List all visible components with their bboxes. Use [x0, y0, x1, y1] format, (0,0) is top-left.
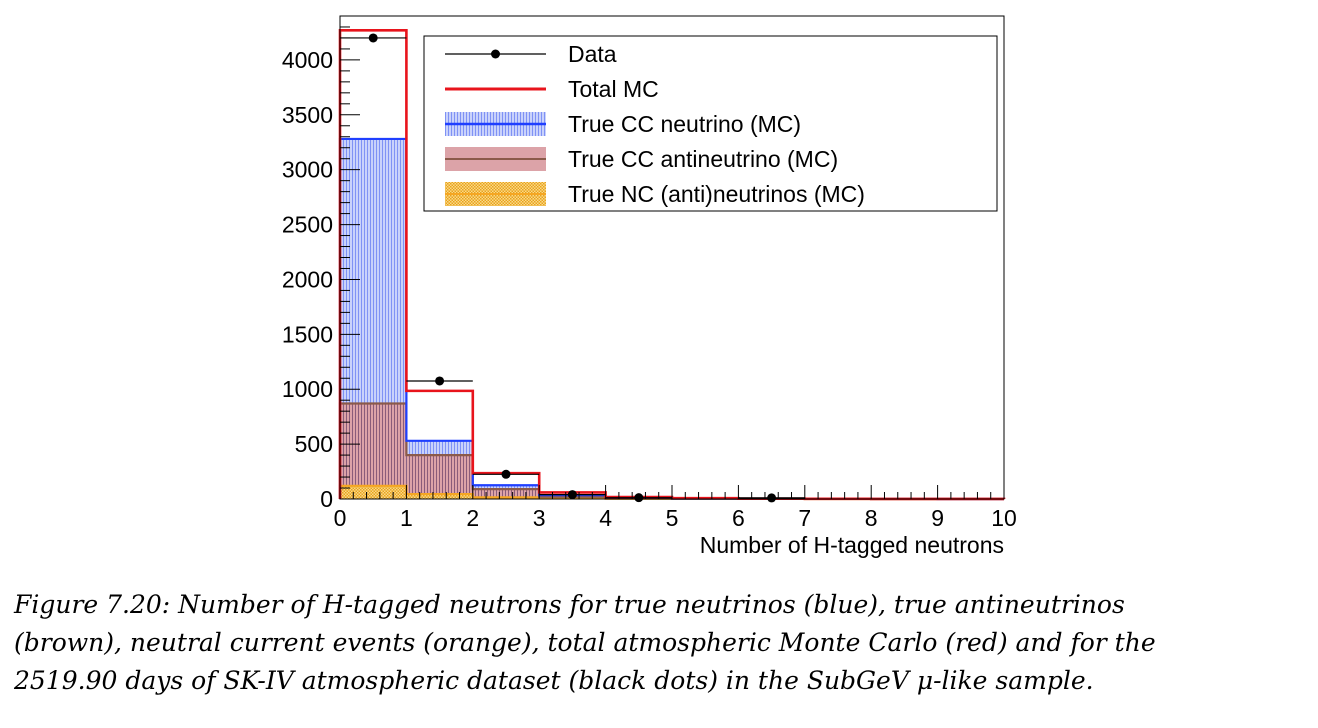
data-point-4 — [634, 493, 644, 503]
legend-label-2: True CC neutrino (MC) — [568, 111, 801, 137]
x-tick-label-0: 0 — [334, 505, 347, 531]
data-point-0 — [368, 33, 378, 43]
data-points — [340, 33, 805, 503]
legend-swatch-data-marker — [491, 49, 500, 59]
legend-label-4: True NC (anti)neutrinos (MC) — [568, 181, 865, 207]
data-point-3 — [567, 490, 577, 500]
caption-line-1: Figure 7.20: Number of H-tagged neutrons… — [14, 590, 1125, 619]
y-tick-label-8: 4000 — [282, 47, 333, 73]
figure-caption: Figure 7.20: Number of H-tagged neutrons… — [14, 586, 1304, 700]
y-tick-label-1: 500 — [295, 431, 333, 457]
x-axis-title: Number of H-tagged neutrons — [700, 532, 1004, 558]
bin-fill-true-nc-anti-neutrinos-mc--0 — [340, 485, 407, 499]
x-tick-label-4: 4 — [599, 505, 612, 531]
bin-fill-true-cc-antineutrino-mc--0 — [340, 403, 407, 499]
data-point-5 — [767, 493, 777, 503]
y-tick-label-0: 0 — [320, 486, 333, 512]
y-tick-label-4: 2000 — [282, 266, 333, 292]
bin-fill-true-cc-antineutrino-mc--2 — [472, 489, 540, 499]
x-tick-label-9: 9 — [931, 505, 944, 531]
x-tick-label-6: 6 — [732, 505, 745, 531]
legend-label-0: Data — [568, 41, 617, 67]
axes: 0 1 2 3 4 5 6 7 8 9 10 0 500 1000 1500 2000 2500 3000 3500… — [282, 15, 1017, 558]
caption-line-2: (brown), neutral current events (orange)… — [14, 628, 1156, 657]
x-tick-label-8: 8 — [865, 505, 878, 531]
legend-label-3: True CC antineutrino (MC) — [568, 146, 838, 172]
y-tick-label-6: 3000 — [282, 157, 333, 183]
y-tick-label-5: 2500 — [282, 212, 333, 238]
legend-label-1: Total MC — [568, 76, 659, 102]
x-tick-label-1: 1 — [400, 505, 413, 531]
caption-line-3: 2519.90 days of SK-IV atmospheric datase… — [14, 666, 1094, 695]
x-tick-label-5: 5 — [666, 505, 679, 531]
x-tick-label-10: 10 — [991, 505, 1017, 531]
histogram-chart: 0 1 2 3 4 5 6 7 8 9 10 0 500 1000 1500 2000 2500 3000 3500… — [282, 15, 1017, 558]
legend: Data Total MC True CC neutrino (MC) True CC… — [423, 35, 998, 212]
bin-fill-true-nc-anti-neutrinos-mc--1 — [406, 494, 473, 499]
data-point-1 — [435, 376, 445, 386]
data-point-2 — [501, 469, 511, 479]
y-tick-label-7: 3500 — [282, 102, 333, 128]
y-tick-label-3: 1500 — [282, 321, 333, 347]
x-tick-label-2: 2 — [466, 505, 479, 531]
x-tick-label-7: 7 — [798, 505, 811, 531]
y-tick-label-2: 1000 — [282, 376, 333, 402]
x-tick-label-3: 3 — [533, 505, 546, 531]
stack-fills — [340, 138, 805, 500]
bin-fill-true-cc-antineutrino-mc--1 — [406, 455, 473, 499]
